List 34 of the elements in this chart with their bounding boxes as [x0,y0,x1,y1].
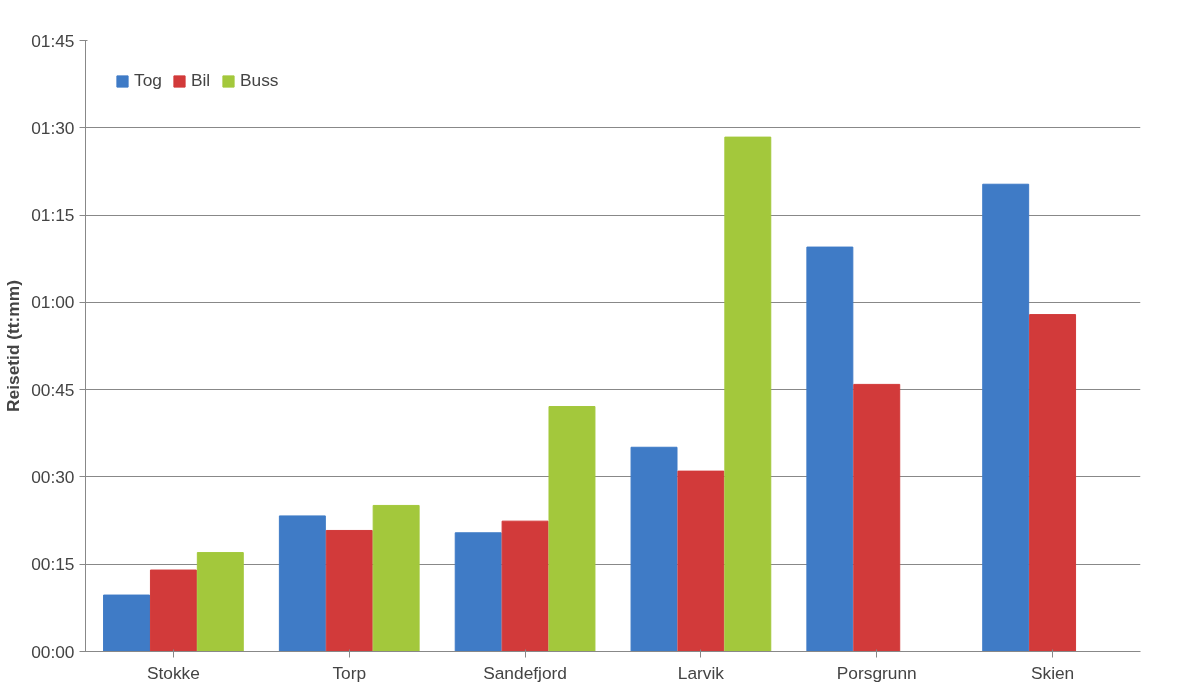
bar [278,515,326,652]
y-tick-label: 01:30 [31,117,75,138]
bar [501,520,549,652]
legend-label: Bil [190,70,211,91]
bar [724,136,772,652]
y-tick-label: 00:30 [31,466,75,487]
bar [454,532,502,652]
bar [853,383,901,652]
bar [149,569,197,652]
y-tick-label: 00:15 [31,554,75,575]
x-tick-label: Sandefjord [483,662,567,683]
x-tick-label: Torp [332,662,367,683]
bar [1029,314,1077,652]
legend-label: Buss [239,70,279,91]
bar [372,504,420,652]
bar [982,183,1030,652]
legend-label: Tog [134,70,162,91]
y-tick-label: 01:45 [31,30,75,51]
y-tick-label: 00:45 [31,379,75,400]
y-tick-label: 00:00 [31,641,75,662]
bar [103,594,150,652]
x-tick-label: Skien [1030,662,1075,683]
x-tick-label: Larvik [677,662,725,683]
bar [677,470,725,652]
x-tick-label: Porsgrunn [836,662,917,683]
y-axis-title: Reisetid (tt:mm) [3,280,24,412]
bar [196,552,244,652]
bar [630,446,678,652]
bar [325,529,373,652]
x-tick-label: Stokke [146,662,200,683]
bar [806,246,854,652]
y-tick-label: 01:00 [31,292,75,313]
bar [548,406,596,652]
y-tick-label: 01:15 [31,205,75,226]
